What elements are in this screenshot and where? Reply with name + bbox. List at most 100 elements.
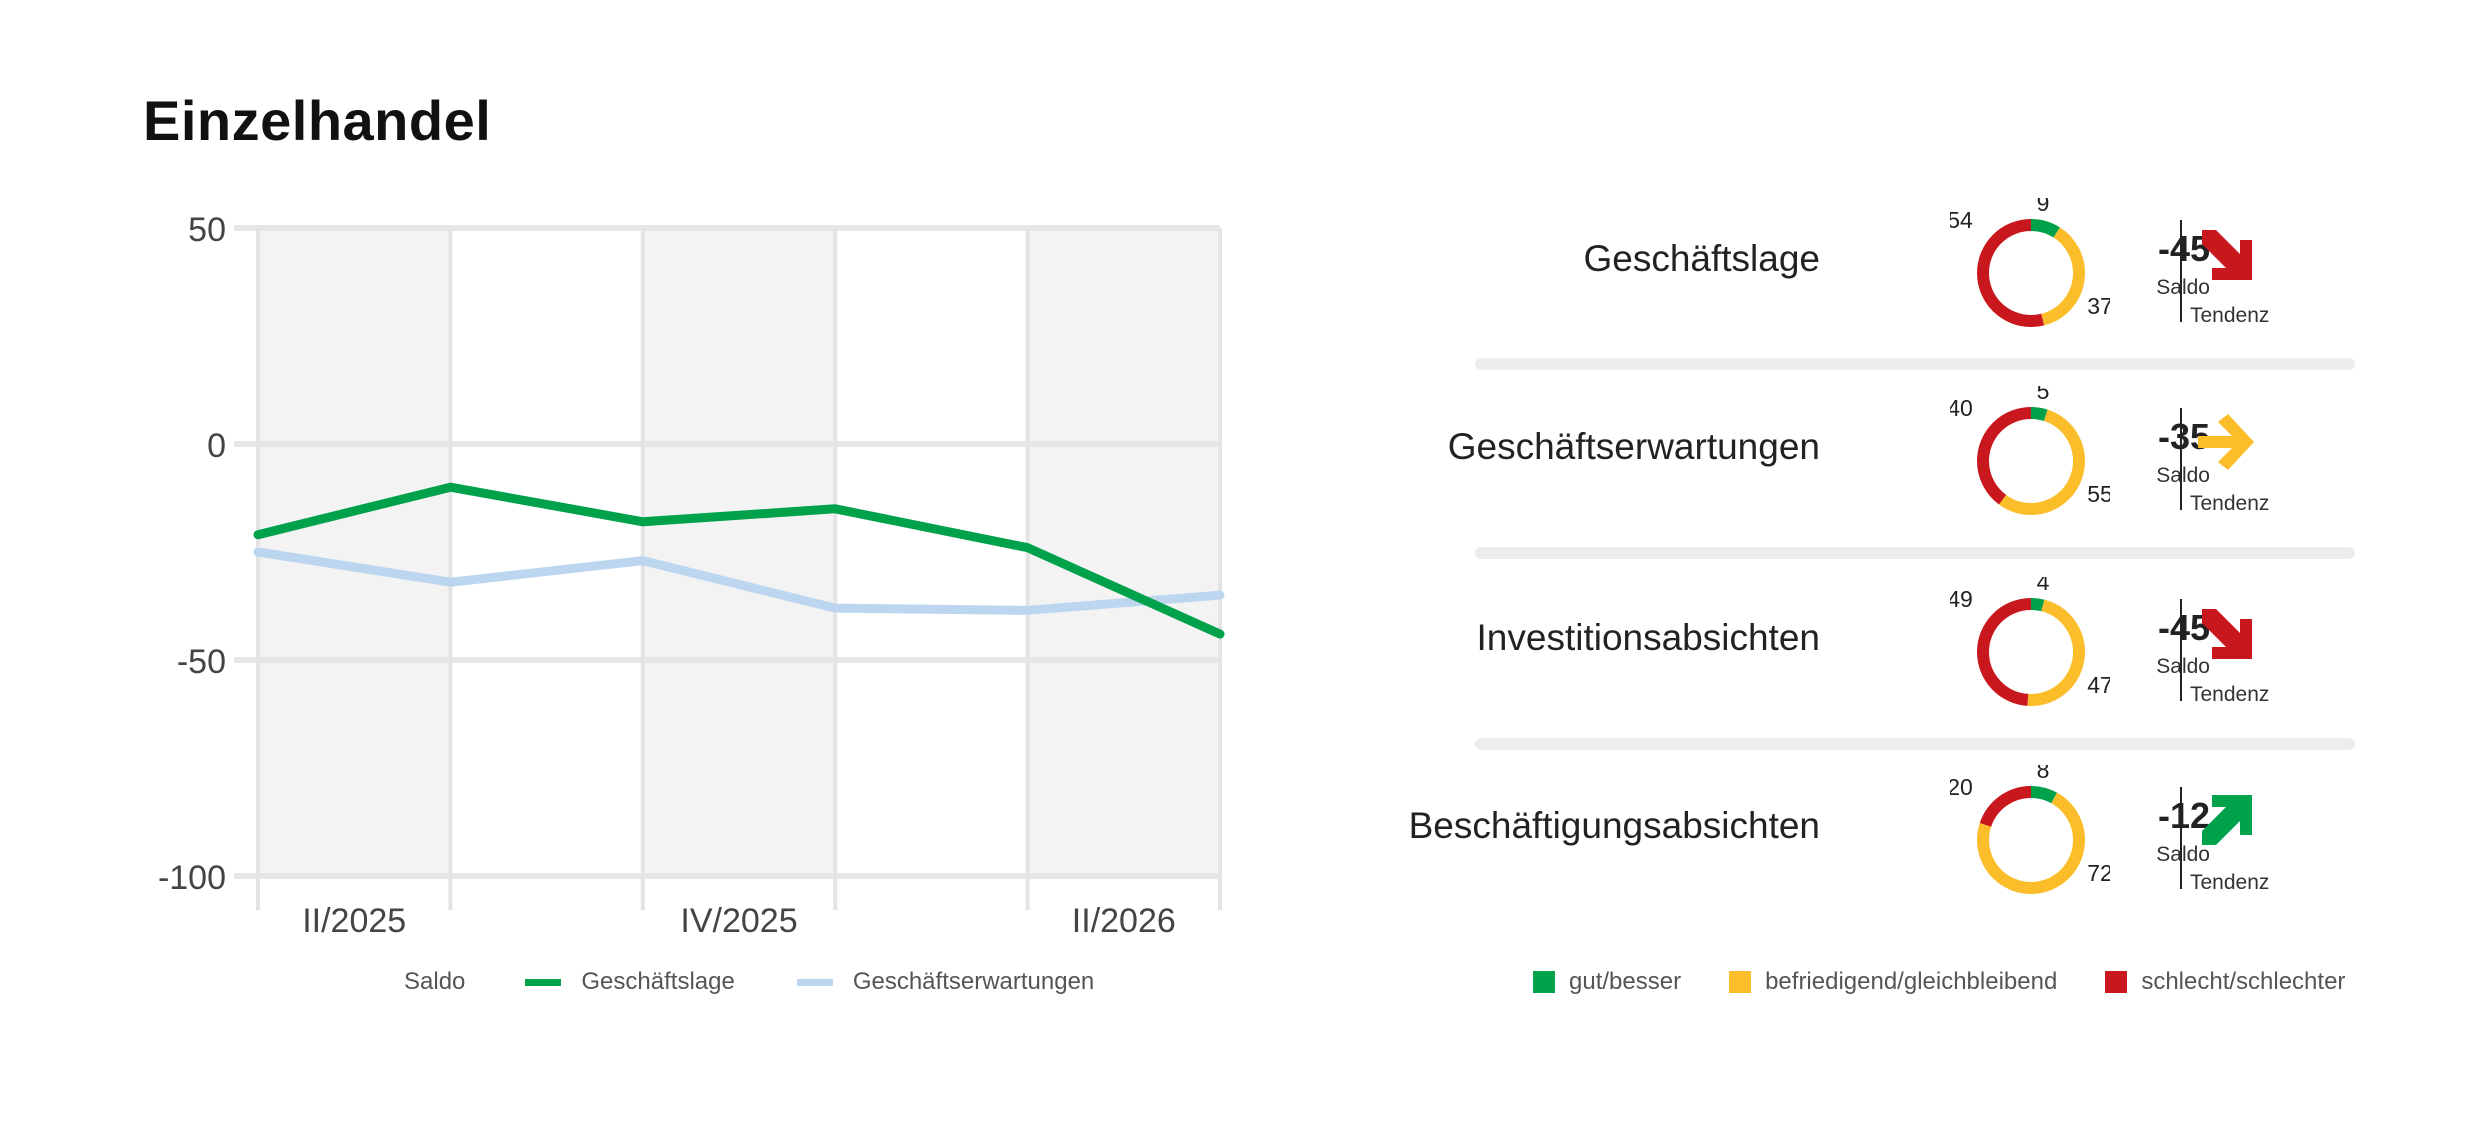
trend-arrow-right-icon — [2198, 414, 2254, 470]
data-point — [642, 560, 644, 562]
donut-slice-bad — [1977, 786, 2085, 894]
donut-value-good: 4 — [2037, 577, 2050, 595]
saldo-label: Saldo — [2156, 464, 2210, 487]
tendenz-label: Tendenz — [2190, 304, 2270, 327]
x-tick-label: IV/2025 — [680, 902, 797, 940]
legend-label: befriedigend/gleichbleibend — [1765, 968, 2058, 995]
tendenz-label: Tendenz — [2190, 871, 2270, 894]
legend-item-geschaeftslage: Geschäftslage — [525, 968, 735, 996]
legend-swatch-green — [1533, 971, 1555, 993]
page-title: Einzelhandel — [143, 89, 492, 152]
x-tick-label: II/2026 — [1072, 902, 1176, 940]
line-chart-legend: Saldo Geschäftslage Geschäftserwartungen — [404, 968, 1094, 996]
donut-legend: gut/besser befriedigend/gleichbleibend s… — [1533, 968, 2345, 996]
y-tick-label: -100 — [158, 859, 226, 897]
saldo-value: -45 — [2157, 607, 2210, 648]
legend-swatch-yellow — [1729, 971, 1752, 993]
donut-chart: 8 20 72 — [1950, 765, 2110, 894]
saldo-label: Saldo — [2156, 276, 2210, 299]
line-chart: 50 0 -50 -100 II/2025 IV/2025 II/2026 — [158, 211, 1225, 940]
series-line — [253, 482, 1225, 639]
plot-band — [1027, 228, 1220, 876]
donut-value-neutral: 37 — [2087, 293, 2110, 319]
donut-value-neutral: 72 — [2087, 860, 2110, 886]
indicator-row: Investitionsabsichten 4 49 47 -45 Saldo Tenden… — [1470, 577, 2360, 707]
indicator-row: Geschäftslage 9 54 37 -45 Saldo Tendenz — [1470, 198, 2360, 328]
legend-item-good: gut/besser — [1533, 968, 1681, 996]
arrow-shape — [2202, 795, 2252, 845]
vertical-divider — [2180, 787, 2182, 889]
saldo-block: -12 Saldo — [2100, 795, 2210, 895]
plot-band — [258, 228, 451, 876]
data-point — [834, 607, 836, 609]
vertical-divider — [2180, 599, 2182, 701]
saldo-value: -12 — [2157, 795, 2210, 836]
donut-slice-neutral — [1977, 598, 2085, 706]
indicator-row: Geschäftserwartungen 5 40 55 -35 Saldo Tendenz — [1448, 386, 2360, 516]
legend-swatch-red — [2105, 971, 2128, 993]
donut-value-good: 9 — [2037, 198, 2050, 216]
data-point — [642, 521, 644, 523]
saldo-block: -45 Saldo — [2100, 228, 2210, 328]
saldo-value: -45 — [2157, 228, 2210, 269]
legend-label: Geschäftserwartungen — [852, 968, 1095, 995]
data-point — [449, 486, 451, 488]
legend-item-neutral: befriedigend/gleichbleibend — [1729, 968, 2057, 996]
trend-arrow-up-icon — [2202, 795, 2252, 845]
donut-slice-bad — [1977, 598, 2085, 706]
row-separator — [1475, 547, 2355, 559]
data-point — [834, 508, 836, 510]
donut-value-neutral: 47 — [2087, 672, 2110, 698]
y-tick-label: 0 — [207, 427, 226, 465]
data-point — [1027, 547, 1029, 549]
plot-band — [642, 228, 836, 876]
tendenz-label: Tendenz — [2190, 492, 2270, 515]
legend-swatch-green — [525, 978, 562, 986]
indicator-label: Beschäftigungsabsichten — [1408, 805, 1820, 846]
donut-value-good: 5 — [2037, 386, 2050, 404]
donut-value-bad: 40 — [1950, 395, 1973, 421]
x-tick-label: II/2025 — [302, 902, 406, 940]
data-point — [1219, 594, 1221, 596]
donut-slice-neutral — [1977, 219, 2085, 327]
donut-value-bad: 20 — [1950, 774, 1973, 800]
donut-chart: 5 40 55 — [1950, 386, 2110, 515]
data-point — [257, 534, 259, 536]
legend-label: Geschäftslage — [581, 968, 735, 995]
indicator-row: Beschäftigungsabsichten 8 20 72 -12 Saldo Tend… — [1409, 765, 2360, 895]
donut-value-neutral: 55 — [2087, 481, 2110, 507]
donut-value-bad: 49 — [1950, 586, 1973, 612]
row-separator — [1475, 358, 2355, 370]
legend-item-geschaeftserwartungen: Geschäftserwartungen — [796, 968, 1095, 996]
arrow-shape — [2198, 414, 2254, 470]
data-point — [257, 551, 259, 553]
legend-item-bad: schlecht/schlechter — [2105, 968, 2345, 996]
arrow-shape — [2202, 230, 2252, 280]
trend-arrow-down-icon — [2202, 230, 2252, 280]
series-line — [253, 547, 1225, 615]
donut-chart: 4 49 47 — [1950, 577, 2110, 706]
trend-arrow-down-icon — [2202, 609, 2252, 659]
donut-slice-bad — [1977, 219, 2085, 327]
saldo-label: Saldo — [2156, 843, 2210, 866]
indicator-label: Geschäftslage — [1583, 238, 1820, 279]
series-geschaeftslage — [253, 482, 1225, 639]
saldo-block: -45 Saldo — [2100, 607, 2210, 707]
y-tick-label: -50 — [177, 643, 226, 681]
data-point — [449, 581, 451, 583]
legend-title: Saldo — [404, 968, 466, 995]
y-tick-label: 50 — [188, 211, 226, 249]
series-geschaeftserwartungen — [253, 547, 1225, 615]
indicator-label: Geschäftserwartungen — [1447, 426, 1820, 467]
donut-slice-neutral — [1977, 407, 2085, 515]
data-point — [1219, 633, 1221, 635]
tendenz-label: Tendenz — [2190, 683, 2270, 706]
arrow-shape — [2202, 609, 2252, 659]
data-point — [1027, 609, 1029, 611]
vertical-divider — [2180, 220, 2182, 322]
donut-slice-bad — [1977, 407, 2085, 515]
legend-label: gut/besser — [1569, 968, 1682, 995]
donut-chart: 9 54 37 — [1950, 198, 2110, 327]
donut-value-bad: 54 — [1950, 207, 1973, 233]
indicator-label: Investitionsabsichten — [1476, 617, 1820, 658]
